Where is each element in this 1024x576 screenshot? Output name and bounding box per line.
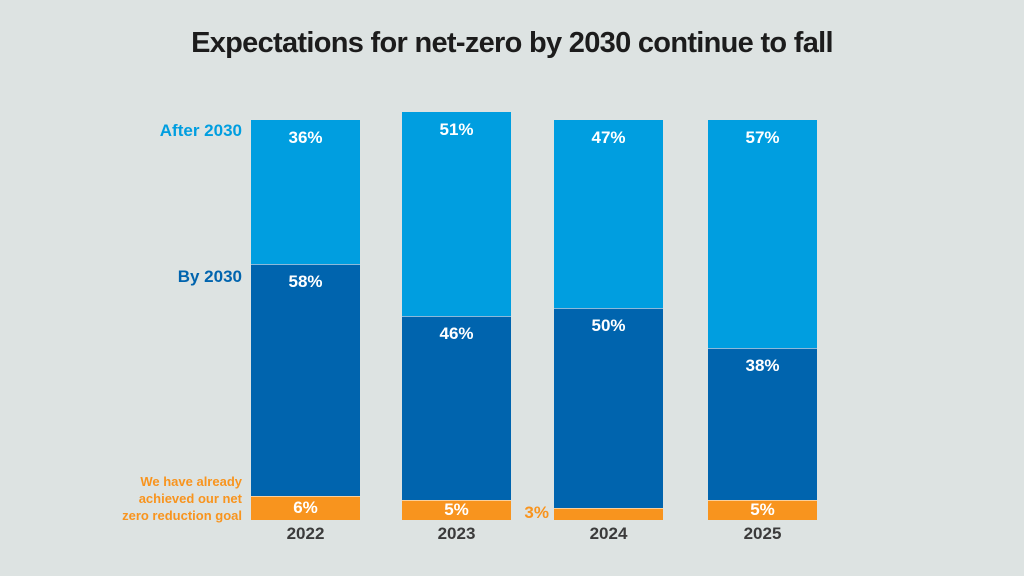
category-label-2022: 2022 xyxy=(286,524,325,543)
segment-2023-after-2030 xyxy=(402,112,511,316)
category-label-2025: 2025 xyxy=(743,524,782,543)
category-label-2023: 2023 xyxy=(437,524,476,543)
segment-2025-by-2030 xyxy=(708,348,817,500)
value-label-2025-we-have-already-achieved-our-net-zero-reduction-goal: 5% xyxy=(750,500,775,519)
segment-2024-by-2030 xyxy=(554,308,663,508)
series-label-achieved-line2: achieved our net xyxy=(138,491,242,506)
value-label-2025-by-2030: 38% xyxy=(745,356,780,375)
segment-2024-after-2030 xyxy=(554,120,663,308)
series-label-achieved-line1: We have already xyxy=(140,474,242,489)
series-label-after-2030: After 2030 xyxy=(159,121,242,140)
value-label-2022-we-have-already-achieved-our-net-zero-reduction-goal: 6% xyxy=(293,498,318,517)
segment-2025-we-have-already-achieved-our-net-zero-reduction-goal xyxy=(708,500,817,520)
segment-2022-after-2030 xyxy=(251,120,360,264)
chart-title: Expectations for net-zero by 2030 contin… xyxy=(191,27,834,59)
value-label-2024-we-have-already-achieved-our-net-zero-reduction-goal-outside: 3% xyxy=(524,503,549,522)
value-label-2024-after-2030: 47% xyxy=(591,128,626,147)
series-label-achieved-line3: zero reduction goal xyxy=(122,508,242,523)
segment-2024-we-have-already-achieved-our-net-zero-reduction-goal xyxy=(554,508,663,520)
value-label-2025-after-2030: 57% xyxy=(745,128,780,147)
value-label-2024-by-2030: 50% xyxy=(591,316,626,335)
segment-2023-by-2030 xyxy=(402,316,511,500)
segment-2022-we-have-already-achieved-our-net-zero-reduction-goal xyxy=(251,496,360,520)
segment-2022-by-2030 xyxy=(251,264,360,496)
value-label-2023-we-have-already-achieved-our-net-zero-reduction-goal: 5% xyxy=(444,500,469,519)
segment-2025-after-2030 xyxy=(708,120,817,348)
value-label-2022-after-2030: 36% xyxy=(288,128,323,147)
category-label-2024: 2024 xyxy=(589,524,628,543)
value-label-2022-by-2030: 58% xyxy=(288,272,323,291)
series-label-by-2030: By 2030 xyxy=(177,267,242,286)
value-label-2023-after-2030: 51% xyxy=(439,120,474,139)
series-label-achieved: We have already achieved our net zero re… xyxy=(122,473,242,524)
segment-2023-we-have-already-achieved-our-net-zero-reduction-goal xyxy=(402,500,511,520)
value-label-2023-by-2030: 46% xyxy=(439,324,474,343)
